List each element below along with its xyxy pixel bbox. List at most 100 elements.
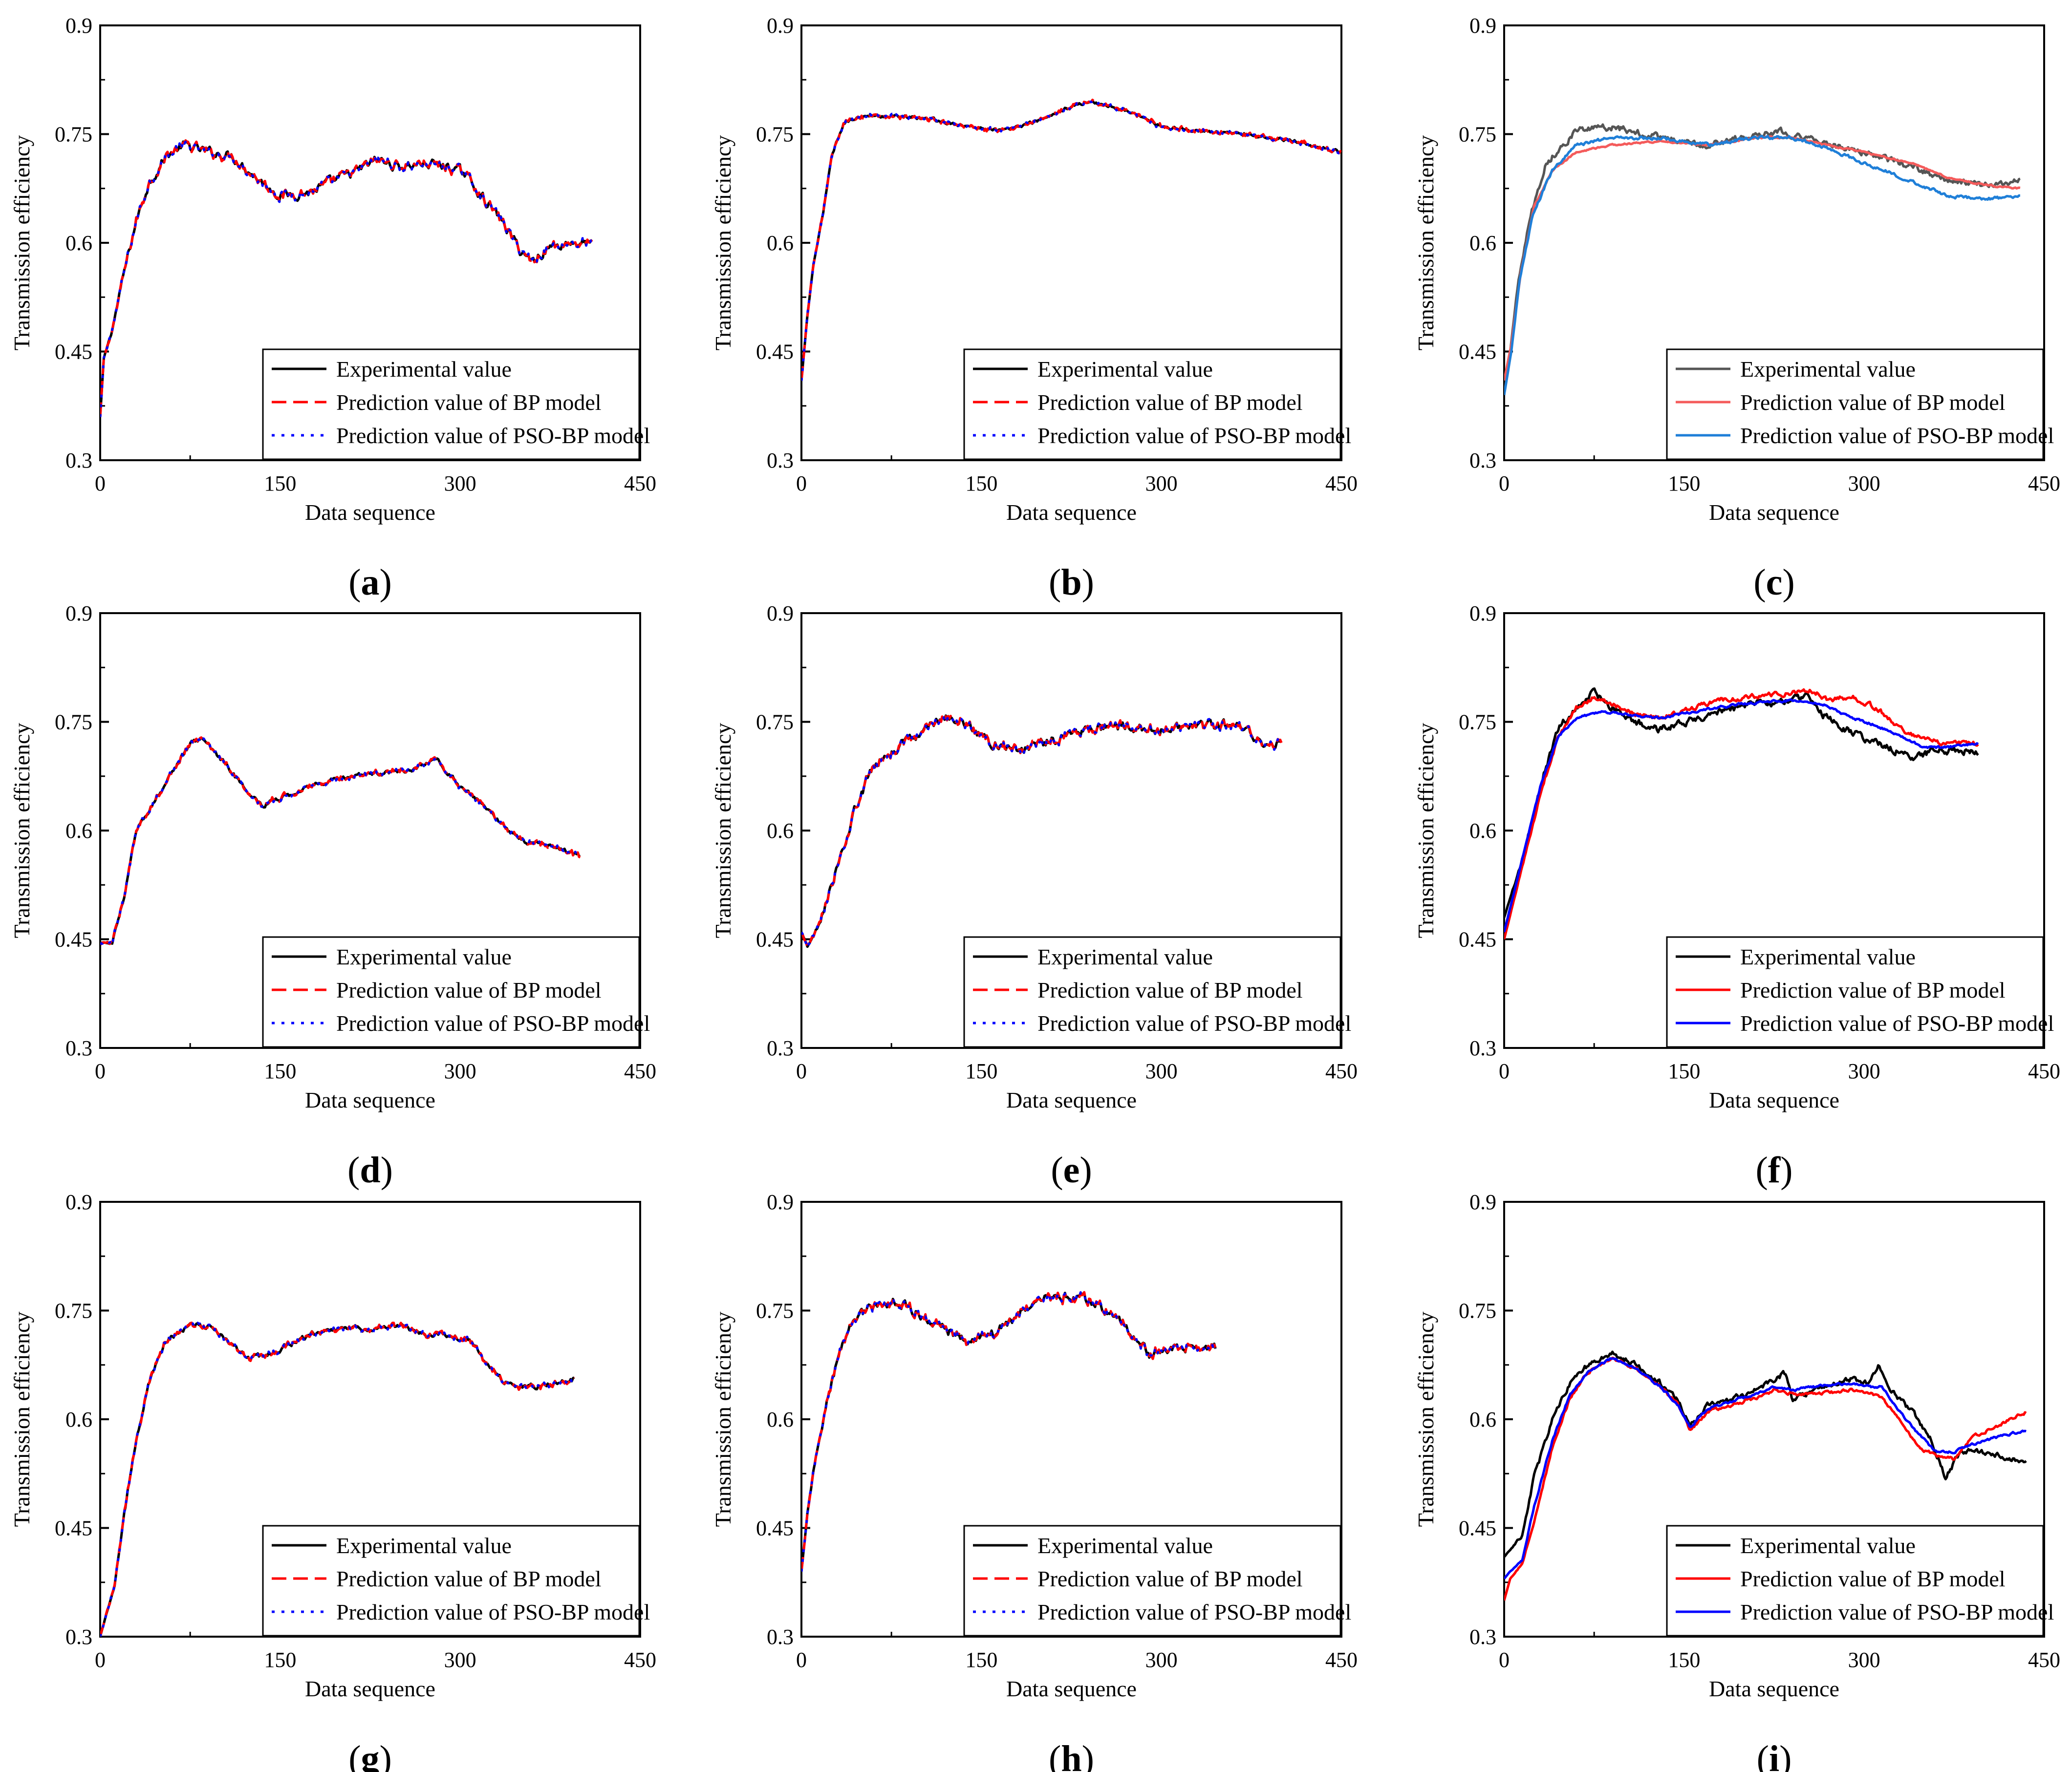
- legend-label: Experimental value: [1740, 944, 1916, 969]
- series-pso-bp-line: [100, 735, 582, 946]
- y-tick-label: 0.9: [65, 601, 92, 625]
- y-tick-label: 0.6: [1469, 819, 1496, 843]
- y-tick-label: 0.9: [65, 1190, 92, 1214]
- y-axis-title: Transmission efficiency: [1413, 135, 1438, 351]
- y-tick-label: 0.75: [55, 710, 92, 734]
- y-tick-label: 0.45: [756, 340, 794, 364]
- caption-open: (: [1049, 562, 1061, 603]
- legend-label: Experimental value: [1740, 357, 1916, 382]
- legend-label: Experimental value: [1037, 357, 1213, 382]
- caption-letter: e: [1063, 1150, 1080, 1191]
- caption-open: (: [348, 562, 361, 603]
- x-tick-label: 150: [264, 1059, 296, 1083]
- legend: Experimental value Prediction value of BP…: [262, 936, 650, 1048]
- panel-a: 0 150 300 450 0.3 0.45 0.6 0.75 0.9 Data sequence…: [9, 14, 656, 603]
- panel-caption: (c): [1753, 562, 1794, 603]
- x-axis-title: Data sequence: [1006, 1676, 1137, 1701]
- caption-open: (: [348, 1738, 361, 1772]
- series-bp-line: [100, 736, 581, 945]
- x-tick-label: 0: [796, 471, 807, 495]
- y-tick-label: 0.9: [65, 14, 92, 38]
- y-tick-label: 0.3: [1469, 448, 1496, 472]
- y-axis-title: Transmission efficiency: [711, 723, 735, 939]
- x-axis-title: Data sequence: [1006, 1088, 1137, 1112]
- x-tick-label: 450: [2028, 1059, 2060, 1083]
- series-bp-line: [1504, 135, 2021, 381]
- series-bp-line: [1504, 688, 1979, 940]
- legend-label: Prediction value of PSO-BP model: [1037, 1011, 1351, 1036]
- series-pso-bp-line: [100, 139, 592, 417]
- caption-open: (: [1049, 1738, 1061, 1772]
- y-tick-label: 0.6: [65, 231, 92, 255]
- caption-close: ): [1782, 562, 1794, 603]
- y-tick-label: 0.45: [1459, 928, 1496, 952]
- caption-close: ): [380, 1738, 392, 1772]
- y-tick-label: 0.75: [1459, 710, 1496, 734]
- panel-d: 0 150 300 450 0.3 0.45 0.6 0.75 0.9 Data sequence…: [9, 601, 656, 1191]
- y-tick-label: 0.45: [55, 340, 92, 364]
- x-tick-label: 300: [444, 1059, 476, 1083]
- caption-letter: d: [360, 1150, 380, 1191]
- panel-caption: (e): [1051, 1150, 1092, 1191]
- y-tick-label: 0.6: [767, 231, 794, 255]
- panel-caption: (i): [1757, 1738, 1792, 1772]
- caption-letter: h: [1061, 1738, 1081, 1772]
- x-tick-label: 450: [624, 1648, 656, 1672]
- y-axis-title: Transmission efficiency: [9, 1312, 34, 1527]
- x-tick-label: 0: [95, 471, 106, 495]
- caption-open: (: [1757, 1738, 1769, 1772]
- x-axis-title: Data sequence: [1709, 500, 1839, 525]
- caption-close: ): [1079, 1150, 1092, 1191]
- x-tick-label: 300: [1848, 1059, 1880, 1083]
- y-tick-label: 0.6: [767, 819, 794, 843]
- y-tick-label: 0.45: [1459, 1516, 1496, 1540]
- x-axis-title: Data sequence: [305, 500, 435, 525]
- legend-label: Prediction value of BP model: [336, 390, 602, 415]
- caption-open: (: [347, 1150, 360, 1191]
- caption-open: (: [1051, 1150, 1063, 1191]
- legend-label: Prediction value of BP model: [1740, 1566, 2006, 1591]
- caption-close: ): [381, 1150, 393, 1191]
- caption-letter: c: [1766, 562, 1783, 603]
- legend-label: Prediction value of PSO-BP model: [336, 423, 650, 448]
- x-tick-label: 300: [1145, 1059, 1178, 1083]
- y-axis-title: Transmission efficiency: [9, 135, 34, 351]
- legend-label: Prediction value of BP model: [1037, 978, 1303, 1003]
- legend: Experimental value Prediction value of BP…: [963, 348, 1351, 460]
- y-tick-label: 0.3: [1469, 1625, 1496, 1649]
- caption-letter: a: [361, 562, 380, 603]
- panel-caption: (g): [348, 1738, 392, 1772]
- panel-b: 0 150 300 450 0.3 0.45 0.6 0.75 0.9 Data sequence…: [711, 14, 1358, 603]
- x-tick-label: 0: [1499, 1648, 1510, 1672]
- legend-label: Prediction value of BP model: [1740, 978, 2006, 1003]
- y-tick-label: 0.75: [1459, 123, 1496, 147]
- y-tick-label: 0.45: [55, 1516, 92, 1540]
- caption-close: ): [1082, 1738, 1094, 1772]
- y-tick-label: 0.3: [1469, 1036, 1496, 1060]
- x-tick-label: 300: [1848, 471, 1880, 495]
- panel-f: 0 150 300 450 0.3 0.45 0.6 0.75 0.9 Data sequence…: [1413, 601, 2060, 1191]
- panel-e: 0 150 300 450 0.3 0.45 0.6 0.75 0.9 Data sequence…: [711, 601, 1358, 1191]
- x-tick-label: 150: [264, 471, 296, 495]
- legend-label: Prediction value of PSO-BP model: [1037, 1600, 1351, 1624]
- legend-label: Prediction value of BP model: [336, 978, 602, 1003]
- y-tick-label: 0.45: [55, 928, 92, 952]
- legend-label: Prediction value of PSO-BP model: [336, 1011, 650, 1036]
- series-pso-bp-line: [801, 715, 1282, 949]
- y-tick-label: 0.9: [767, 14, 794, 38]
- x-tick-label: 450: [1325, 1059, 1358, 1083]
- y-tick-label: 0.3: [65, 448, 92, 472]
- x-tick-label: 150: [1668, 1648, 1700, 1672]
- x-tick-label: 450: [2028, 1648, 2060, 1672]
- x-tick-label: 150: [264, 1648, 296, 1672]
- legend-label: Prediction value of BP model: [1037, 1566, 1303, 1591]
- y-tick-label: 0.75: [55, 1299, 92, 1323]
- y-axis-title: Transmission efficiency: [9, 723, 34, 939]
- y-tick-label: 0.9: [1469, 601, 1496, 625]
- series-experimental-line: [801, 714, 1283, 948]
- series-bp-line: [801, 715, 1283, 949]
- y-tick-label: 0.3: [65, 1625, 92, 1649]
- x-tick-label: 300: [444, 1648, 476, 1672]
- panel-c: 0 150 300 450 0.3 0.45 0.6 0.75 0.9 Data sequence…: [1413, 14, 2060, 603]
